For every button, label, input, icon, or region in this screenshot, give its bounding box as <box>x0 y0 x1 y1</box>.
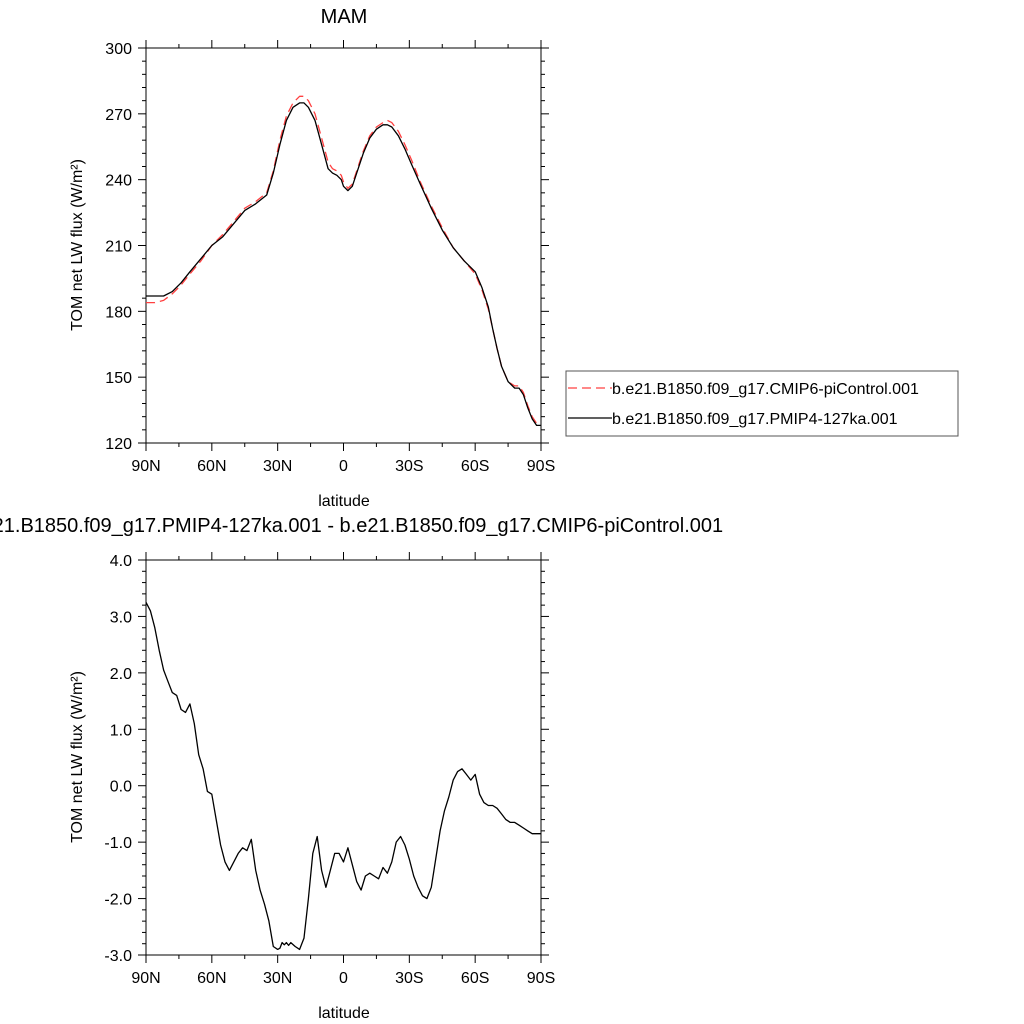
y-tick-label: 150 <box>105 370 132 387</box>
x-tick-label: 90S <box>527 970 555 987</box>
y-tick-label: 3.0 <box>110 609 132 626</box>
x-tick-label: 30S <box>395 458 423 475</box>
tick-marks-top <box>138 40 549 451</box>
x-tick-label: 30N <box>263 458 292 475</box>
chart-title-bottom: b.e21.B1850.f09_g17.PMIP4-127ka.001 - b.… <box>0 515 723 537</box>
x-tick-label: 60S <box>461 970 489 987</box>
x-axis-label-top: latitude <box>318 493 370 510</box>
y-tick-label: 270 <box>105 107 132 124</box>
series-line-1-0 <box>145 602 541 951</box>
x-tick-label: 30S <box>395 970 423 987</box>
legend-label-picontrol: b.e21.B1850.f09_g17.CMIP6-piControl.001 <box>612 381 919 398</box>
x-tick-label: 90N <box>131 970 160 987</box>
series-lines-bottom <box>145 602 541 951</box>
y-tick-label: 240 <box>105 173 132 190</box>
series-lines-top <box>146 95 541 427</box>
chart-title-top: MAM <box>321 6 368 28</box>
x-axis-label-bottom: latitude <box>318 1005 370 1022</box>
x-tick-label: 0 <box>339 970 348 987</box>
y-tick-label: 2.0 <box>110 666 132 683</box>
legend-box <box>565 370 959 437</box>
x-tick-labels-top: 90N 60N 30N 0 30S 60S 90S <box>131 458 555 475</box>
y-tick-label: -3.0 <box>104 948 132 965</box>
panel-top: MAM 120 150 180 210 240 270 300 90N 60N 30N 0 30S 6… <box>69 6 555 510</box>
y-tick-label: 1.0 <box>110 722 132 739</box>
tick-marks-bottom <box>138 552 549 963</box>
y-tick-label: 4.0 <box>110 553 132 570</box>
legend-label-127ka: b.e21.B1850.f09_g17.PMIP4-127ka.001 <box>612 411 898 428</box>
legend: b.e21.B1850.f09_g17.CMIP6-piControl.001 … <box>565 370 959 437</box>
x-tick-labels-bottom: 90N 60N 30N 0 30S 60S 90S <box>131 970 555 987</box>
y-tick-label: -2.0 <box>104 892 132 909</box>
x-tick-label: 60N <box>197 970 226 987</box>
y-tick-label: 210 <box>105 239 132 256</box>
series-line-0-0 <box>146 95 541 424</box>
y-tick-labels-bottom: -3.0 -2.0 -1.0 0.0 1.0 2.0 3.0 4.0 <box>104 553 132 965</box>
y-tick-label: 120 <box>105 436 132 453</box>
y-axis-label-top: TOM net LW flux (W/m²) <box>69 159 86 331</box>
plot-frame-top <box>145 47 542 444</box>
y-tick-labels-top: 120 150 180 210 240 270 300 <box>105 41 132 453</box>
x-tick-label: 90N <box>131 458 160 475</box>
x-tick-label: 90S <box>527 458 555 475</box>
x-tick-label: 0 <box>339 458 348 475</box>
y-tick-label: 180 <box>105 304 132 321</box>
x-tick-label: 60N <box>197 458 226 475</box>
y-tick-label: -1.0 <box>104 835 132 852</box>
plot-frame-bottom <box>145 559 542 956</box>
panel-bottom: b.e21.B1850.f09_g17.PMIP4-127ka.001 - b.… <box>0 515 723 1022</box>
y-axis-label-bottom: TOM net LW flux (W/m²) <box>69 671 86 843</box>
series-line-0-1 <box>146 102 541 427</box>
y-tick-label: 300 <box>105 41 132 58</box>
x-tick-label: 30N <box>263 970 292 987</box>
x-tick-label: 60S <box>461 458 489 475</box>
y-tick-label: 0.0 <box>110 779 132 796</box>
